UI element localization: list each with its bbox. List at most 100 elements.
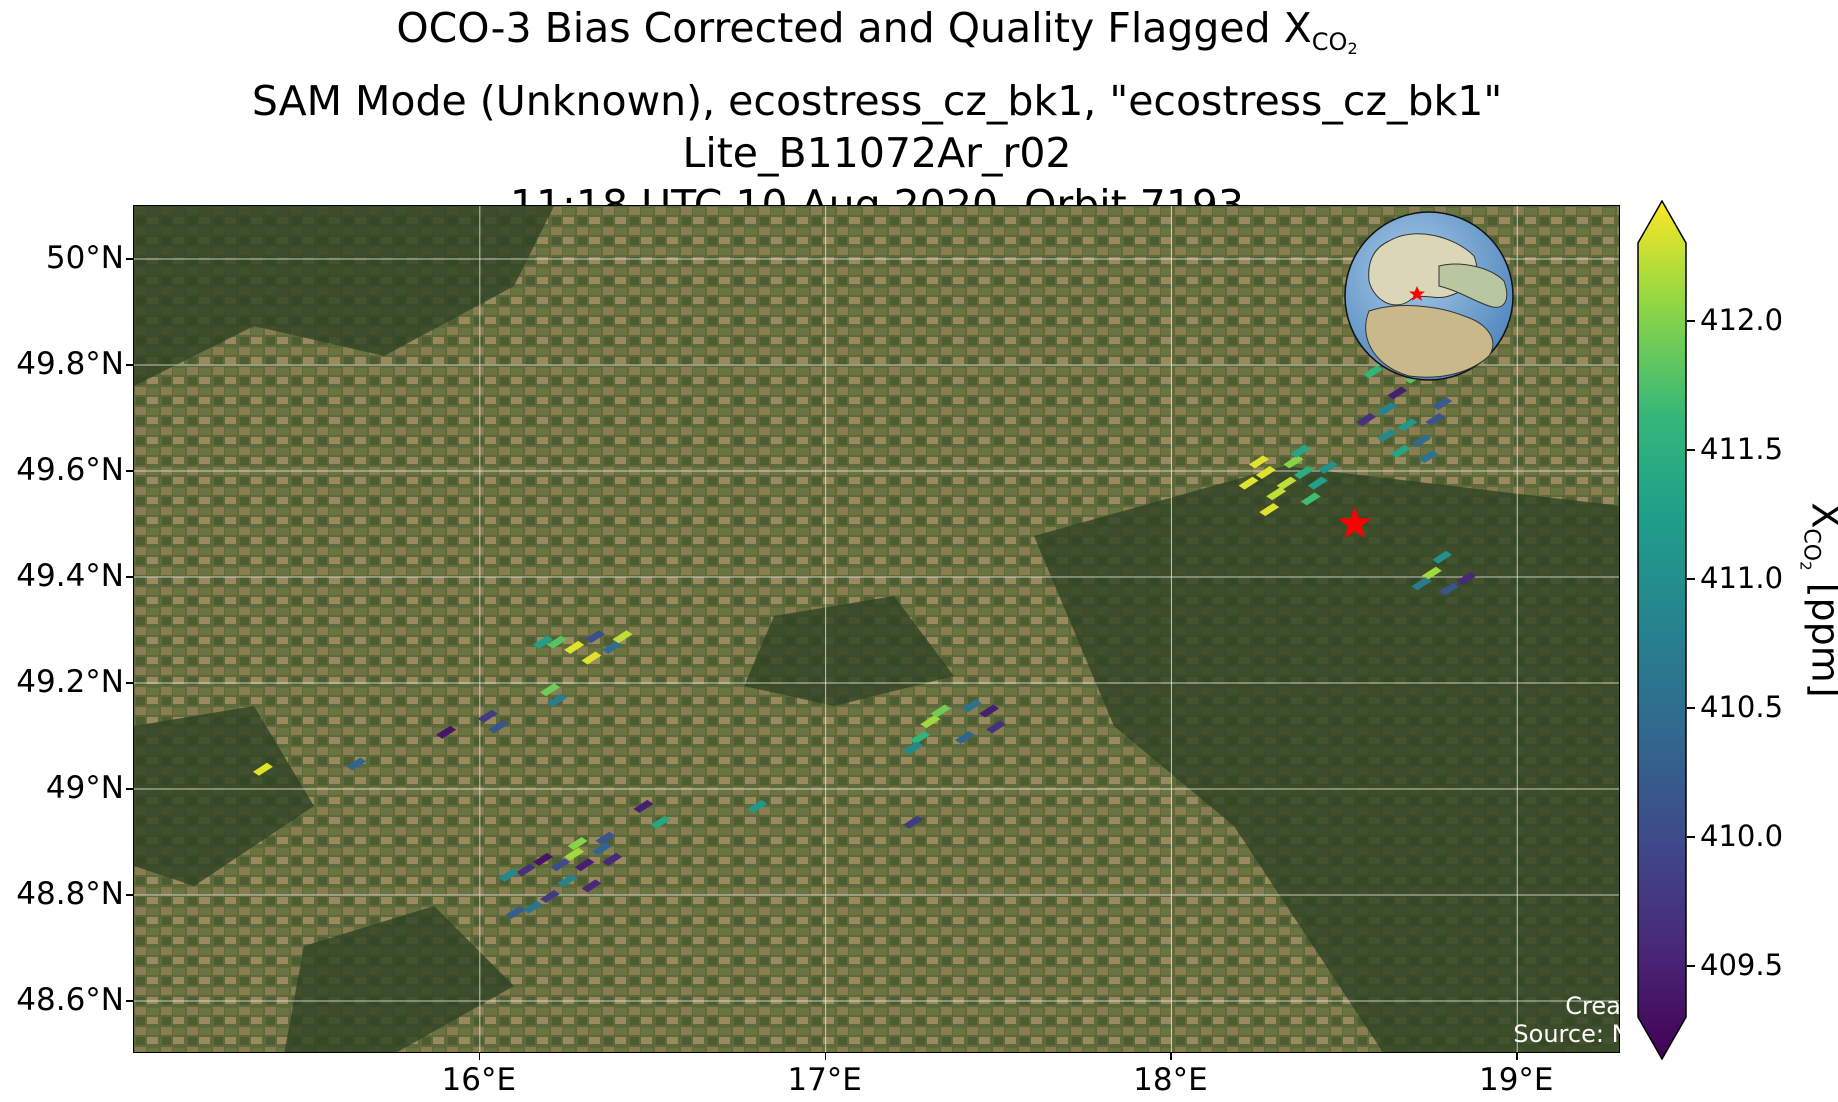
latitude-label: 48.6°N xyxy=(16,982,124,1018)
sounding-footprint xyxy=(633,799,654,813)
sounding-footprint xyxy=(1432,397,1453,411)
latitude-tick xyxy=(126,258,133,260)
sounding-footprint xyxy=(252,762,273,776)
longitude-label: 16°E xyxy=(441,1062,517,1098)
colorbar-tick xyxy=(1687,836,1695,838)
sounding-footprint xyxy=(595,831,616,845)
sounding-footprint xyxy=(920,715,941,729)
sounding-footprint xyxy=(1293,466,1314,479)
sounding-footprint xyxy=(979,704,1000,718)
sounding-footprint xyxy=(1421,566,1442,580)
longitude-tick xyxy=(824,1053,827,1060)
sounding-footprint xyxy=(505,905,526,919)
sounding-footprint xyxy=(539,683,560,697)
latitude-label: 49.4°N xyxy=(16,558,124,594)
colorbar-title: XCO2 [ppm] xyxy=(1796,502,1838,698)
latitude-tick xyxy=(126,1000,133,1002)
longitude-tick xyxy=(1516,1053,1518,1060)
sounding-footprint xyxy=(1356,413,1377,426)
sounding-footprint xyxy=(1387,386,1408,400)
sounding-footprint xyxy=(986,720,1007,734)
sounding-footprint xyxy=(584,630,605,644)
colorbar-tick-label: 411.0 xyxy=(1700,561,1784,596)
forest-regions xyxy=(134,206,1619,1052)
sounding-footprint xyxy=(1439,582,1460,596)
sounding-footprint xyxy=(436,725,457,739)
sounding-footprint xyxy=(1266,487,1287,501)
sounding-footprint xyxy=(650,815,671,829)
sounding-footprint xyxy=(564,847,585,861)
colorbar-tick xyxy=(1687,449,1695,451)
longitude-tick xyxy=(478,1053,481,1060)
latitude-tick xyxy=(126,788,133,790)
sounding-footprint xyxy=(903,815,924,829)
colorbar-tick xyxy=(1687,320,1695,322)
latitude-tick xyxy=(126,470,133,472)
sounding-footprint xyxy=(546,635,567,649)
colorbar-tick-label: 411.5 xyxy=(1700,432,1784,467)
longitude-label: 18°E xyxy=(1133,1062,1208,1098)
map-canvas xyxy=(134,206,1619,1052)
latitude-tick xyxy=(126,682,133,684)
sounding-footprint xyxy=(1318,460,1339,474)
colorbar-tick-label: 410.0 xyxy=(1700,819,1784,854)
colorbar-tick xyxy=(1687,707,1695,709)
sounding-footprint xyxy=(954,731,975,744)
sounding-footprint xyxy=(1411,577,1432,591)
sounding-footprint xyxy=(522,900,543,914)
sounding-footprint xyxy=(564,640,585,654)
sounding-footprint xyxy=(1418,450,1439,464)
longitude-tick xyxy=(1170,1053,1172,1060)
latitude-label: 49°N xyxy=(45,770,124,806)
sounding-footprint xyxy=(1248,455,1269,469)
sounding-footprint xyxy=(1255,466,1276,479)
sounding-footprint xyxy=(612,630,633,644)
latitude-label: 48.8°N xyxy=(16,876,124,912)
latitude-tick xyxy=(126,364,133,366)
sounding-footprint xyxy=(961,699,982,713)
sounding-footprint xyxy=(930,704,951,718)
sounding-footprint xyxy=(488,720,509,734)
colorbar-tick-label: 409.5 xyxy=(1700,948,1784,983)
sounding-footprint xyxy=(591,842,612,856)
sounding-footprint xyxy=(1432,550,1453,564)
colorbar-tick-label: 410.5 xyxy=(1700,690,1784,725)
sounding-footprint xyxy=(1290,444,1311,458)
sounding-footprint xyxy=(574,858,595,872)
sounding-footprint xyxy=(557,874,578,888)
map-panel[interactable] xyxy=(133,205,1620,1053)
longitude-label: 19°E xyxy=(1478,1062,1554,1098)
sounding-footprint xyxy=(346,757,367,771)
xco2-soundings xyxy=(252,365,1477,919)
sounding-footprint xyxy=(602,640,623,654)
sounding-footprint xyxy=(1307,476,1328,490)
sounding-footprint xyxy=(533,635,554,649)
sounding-footprint xyxy=(1300,492,1321,506)
sounding-footprint xyxy=(1259,503,1280,517)
sounding-footprint xyxy=(1376,402,1397,416)
sounding-footprint xyxy=(1376,428,1397,442)
latitude-tick xyxy=(126,576,133,578)
colorbar-tick-label: 412.0 xyxy=(1700,303,1784,338)
latitude-tick xyxy=(126,894,133,896)
title-line-3: Lite_B11072Ar_r02 xyxy=(682,129,1072,177)
target-star-marker xyxy=(1338,506,1372,539)
sounding-footprint xyxy=(515,863,536,877)
sounding-footprint xyxy=(747,799,768,813)
latitude-label: 49.6°N xyxy=(16,452,124,488)
sounding-footprint xyxy=(903,741,924,755)
sounding-footprint xyxy=(1276,476,1297,490)
longitude-label: 17°E xyxy=(787,1062,862,1098)
sounding-footprint xyxy=(1411,434,1432,448)
sounding-footprint xyxy=(1238,476,1259,490)
sounding-footprint xyxy=(909,731,930,744)
sounding-footprint xyxy=(1425,413,1446,426)
sounding-footprint xyxy=(477,709,498,723)
colorbar-tick xyxy=(1687,965,1695,967)
sounding-footprint xyxy=(1456,572,1477,585)
sounding-footprint xyxy=(533,852,554,866)
graticule xyxy=(134,206,1619,1052)
figure-title: OCO-3 Bias Corrected and Quality Flagged… xyxy=(132,2,1622,231)
latitude-label: 49.8°N xyxy=(16,346,124,382)
sounding-footprint xyxy=(581,879,602,893)
